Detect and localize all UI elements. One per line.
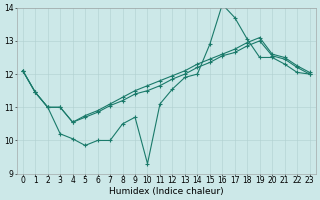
- X-axis label: Humidex (Indice chaleur): Humidex (Indice chaleur): [109, 187, 223, 196]
